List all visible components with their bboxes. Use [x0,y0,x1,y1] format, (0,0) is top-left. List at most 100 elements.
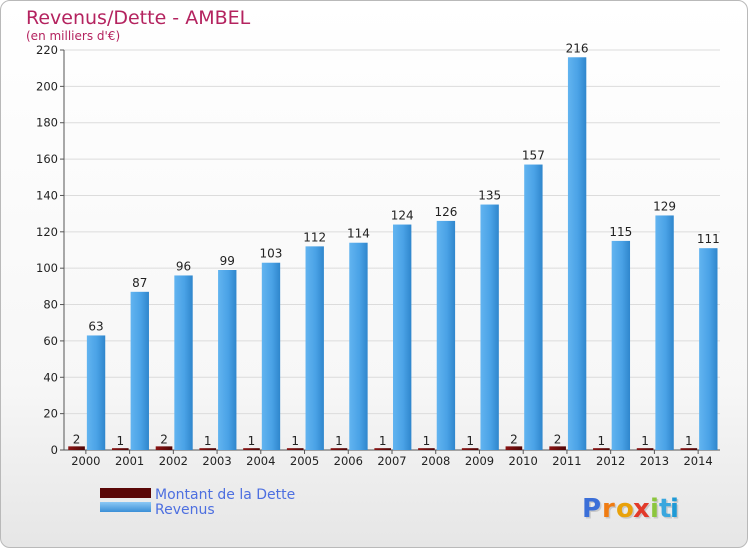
y-tick-label: 80 [43,298,58,312]
data-label-revenue-2011: 216 [566,41,589,55]
y-tick-label: 0 [51,443,58,457]
x-tick-label-2013: 2013 [640,454,669,468]
logo-letter-shadow: o [618,496,636,526]
y-tick-label: 100 [36,261,58,275]
y-tick-label: 40 [43,370,58,384]
data-label-revenue-2013: 129 [653,199,676,213]
bar-debt-2003 [199,448,217,450]
data-label-debt-2014: 1 [685,434,693,448]
logo-letter: o [616,494,634,524]
x-tick-label-2004: 2004 [246,454,275,468]
data-label-debt-2012: 1 [598,434,606,448]
y-tick-label: 220 [36,43,58,57]
data-label-revenue-2004: 103 [260,247,283,261]
data-label-debt-2004: 1 [248,434,256,448]
data-label-revenue-2001: 87 [132,276,147,290]
data-label-revenue-2010: 157 [522,149,545,163]
x-tick-label-2012: 2012 [596,454,625,468]
legend-label-debt: Montant de la Dette [155,487,295,503]
bar-debt-2004 [243,448,260,450]
data-label-debt-2009: 1 [466,434,474,448]
bar-debt-2005 [286,448,304,450]
bar-revenue-2011 [567,57,587,450]
data-label-debt-2011: 2 [554,432,562,446]
logo-letter: P [582,494,601,524]
x-tick-label-2010: 2010 [509,454,538,468]
legend-swatch-debt [100,488,151,498]
legend-swatch-revenue [100,502,151,512]
data-label-debt-2000: 2 [73,432,81,446]
data-label-revenue-2002: 96 [176,259,191,273]
chart-title: Revenus/Dette - AMBEL [26,7,251,29]
y-tick-label: 180 [36,116,58,130]
data-label-debt-2005: 1 [291,434,299,448]
y-tick-label: 60 [43,334,58,348]
chart-subtitle: (en milliers d'€) [26,29,120,43]
x-tick-label-2014: 2014 [683,454,712,468]
y-tick-label: 160 [36,152,58,166]
bar-revenue-2004 [261,262,281,450]
x-tick-label-2003: 2003 [202,454,231,468]
data-label-debt-2007: 1 [379,434,387,448]
x-tick-label-2007: 2007 [377,454,406,468]
bar-debt-2010 [505,446,523,450]
bar-revenue-2010 [524,164,543,450]
legend-label-revenue: Revenus [155,502,215,518]
data-label-revenue-2007: 124 [391,209,414,223]
bar-debt-2001 [111,448,129,450]
bar-debt-2014 [680,448,698,450]
data-label-debt-2003: 1 [204,434,212,448]
data-label-revenue-2006: 114 [347,227,370,241]
x-tick-label-2008: 2008 [421,454,450,468]
data-label-debt-2002: 2 [160,432,168,446]
data-label-debt-2008: 1 [423,434,431,448]
bar-revenue-2009 [480,204,499,450]
proxiti-logo: PP rr oo xx ii tt ii [582,494,680,526]
logo-letter-shadow: i [672,496,681,526]
logo-letter: i [670,494,679,524]
bar-revenue-2003 [218,270,237,450]
bar-revenue-2012 [611,240,631,450]
y-tick-label: 120 [36,225,58,239]
x-tick-label-2001: 2001 [115,454,144,468]
logo-letter: r [602,494,615,524]
data-label-debt-2010: 2 [510,432,518,446]
data-label-debt-2006: 1 [335,434,343,448]
bar-revenue-2014 [699,248,718,450]
bar-debt-2011 [549,446,566,450]
bar-revenue-2002 [174,275,193,450]
data-label-revenue-2012: 115 [609,225,632,239]
x-tick-label-2011: 2011 [552,454,581,468]
bar-debt-2006 [330,448,348,450]
bar-revenue-2001 [130,291,149,450]
bar-debt-2008 [418,448,435,450]
data-label-revenue-2003: 99 [220,254,235,268]
y-tick-label: 20 [43,407,58,421]
logo-letter-shadow: P [584,496,603,526]
bar-revenue-2007 [393,224,412,450]
data-label-revenue-2005: 112 [303,230,326,244]
bar-debt-2013 [636,448,654,450]
bar-revenue-2008 [436,220,456,450]
x-tick-label-2005: 2005 [290,454,319,468]
bar-revenue-2013 [655,215,674,450]
y-tick-label: 200 [36,79,58,93]
x-tick-label-2000: 2000 [71,454,100,468]
y-tick-label: 140 [36,188,58,202]
logo-letter-shadow: r [604,496,617,526]
data-label-debt-2013: 1 [641,434,649,448]
logo-letter: i [650,494,659,524]
bar-debt-2002 [155,446,173,450]
legend: Montant de la Dette Revenus [100,487,295,518]
x-tick-label-2009: 2009 [465,454,494,468]
data-label-revenue-2008: 126 [434,205,457,219]
logo-letter-shadow: i [652,496,661,526]
bar-revenue-2000 [86,335,106,450]
bar-debt-2007 [374,448,391,450]
x-tick-label-2002: 2002 [159,454,188,468]
data-label-debt-2001: 1 [116,434,124,448]
bar-debt-2000 [68,446,85,450]
logo-letter-shadow: t [661,496,673,526]
bar-debt-2009 [461,448,479,450]
